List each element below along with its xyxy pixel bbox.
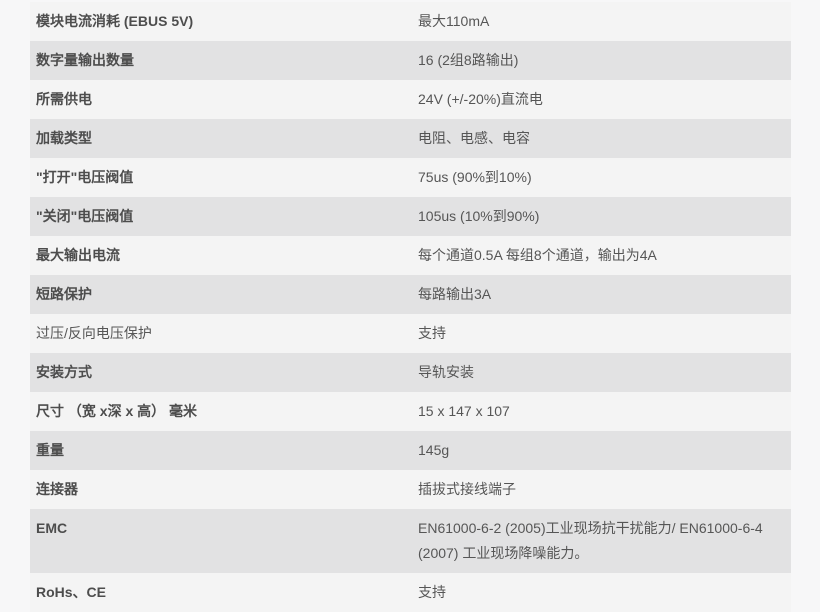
spec-value: 支持 (418, 584, 446, 600)
spec-table: 模块电流消耗 (EBUS 5V) 最大110mA 数字量输出数量 16 (2组8路输出… (30, 2, 791, 612)
table-row: 过压/反向电压保护 支持 (30, 314, 791, 353)
spec-label: 重量 (36, 442, 64, 458)
spec-value: 电阻、电感、电容 (418, 130, 530, 146)
table-row: 最大输出电流 每个通道0.5A 每组8个通道，输出为4A (30, 236, 791, 275)
table-row: EMC EN61000-6-2 (2005)工业现场抗干扰能力/ EN61000-… (30, 509, 791, 573)
table-row: 数字量输出数量 16 (2组8路输出) (30, 41, 791, 80)
spec-value: 插拔式接线端子 (418, 481, 516, 497)
spec-label: 加载类型 (36, 130, 92, 146)
spec-label: 所需供电 (36, 91, 92, 107)
spec-value: 24V (+/-20%)直流电 (418, 91, 543, 107)
spec-label: 尺寸 （宽 x深 x 高） 毫米 (36, 403, 198, 419)
spec-label: EMC (36, 520, 68, 536)
table-row: "关闭"电压阀值 105us (10%到90%) (30, 197, 791, 236)
table-row: 安装方式 导轨安装 (30, 353, 791, 392)
spec-label: 短路保护 (36, 286, 92, 302)
spec-label: RoHs、CE (36, 584, 107, 600)
spec-label: 连接器 (36, 481, 78, 497)
spec-label: 过压/反向电压保护 (36, 325, 152, 341)
spec-label: 最大输出电流 (36, 247, 120, 263)
spec-label: 模块电流消耗 (EBUS 5V) (36, 13, 194, 29)
spec-value: 75us (90%到10%) (418, 169, 532, 185)
spec-value: 105us (10%到90%) (418, 208, 540, 224)
table-row: 所需供电 24V (+/-20%)直流电 (30, 80, 791, 119)
table-row: 短路保护 每路输出3A (30, 275, 791, 314)
spec-value: 支持 (418, 325, 446, 341)
spec-value: 15 x 147 x 107 (418, 403, 510, 419)
table-row: 连接器 插拔式接线端子 (30, 470, 791, 509)
spec-value: 16 (2组8路输出) (418, 52, 519, 68)
spec-value: 每个通道0.5A 每组8个通道，输出为4A (418, 247, 657, 263)
table-row: 重量 145g (30, 431, 791, 470)
table-row: "打开"电压阀值 75us (90%到10%) (30, 158, 791, 197)
table-row: 加载类型 电阻、电感、电容 (30, 119, 791, 158)
spec-label: 数字量输出数量 (36, 52, 134, 68)
table-row: RoHs、CE 支持 (30, 573, 791, 612)
table-row: 尺寸 （宽 x深 x 高） 毫米 15 x 147 x 107 (30, 392, 791, 431)
spec-value: 每路输出3A (418, 286, 492, 302)
table-row: 模块电流消耗 (EBUS 5V) 最大110mA (30, 2, 791, 41)
spec-label: 安装方式 (36, 364, 92, 380)
spec-value: 最大110mA (418, 13, 490, 29)
spec-label: "关闭"电压阀值 (36, 208, 134, 224)
spec-value: 导轨安装 (418, 364, 474, 380)
spec-value: EN61000-6-2 (2005)工业现场抗干扰能力/ EN61000-6-4… (418, 520, 763, 561)
spec-label: "打开"电压阀值 (36, 169, 134, 185)
spec-value: 145g (418, 442, 450, 458)
